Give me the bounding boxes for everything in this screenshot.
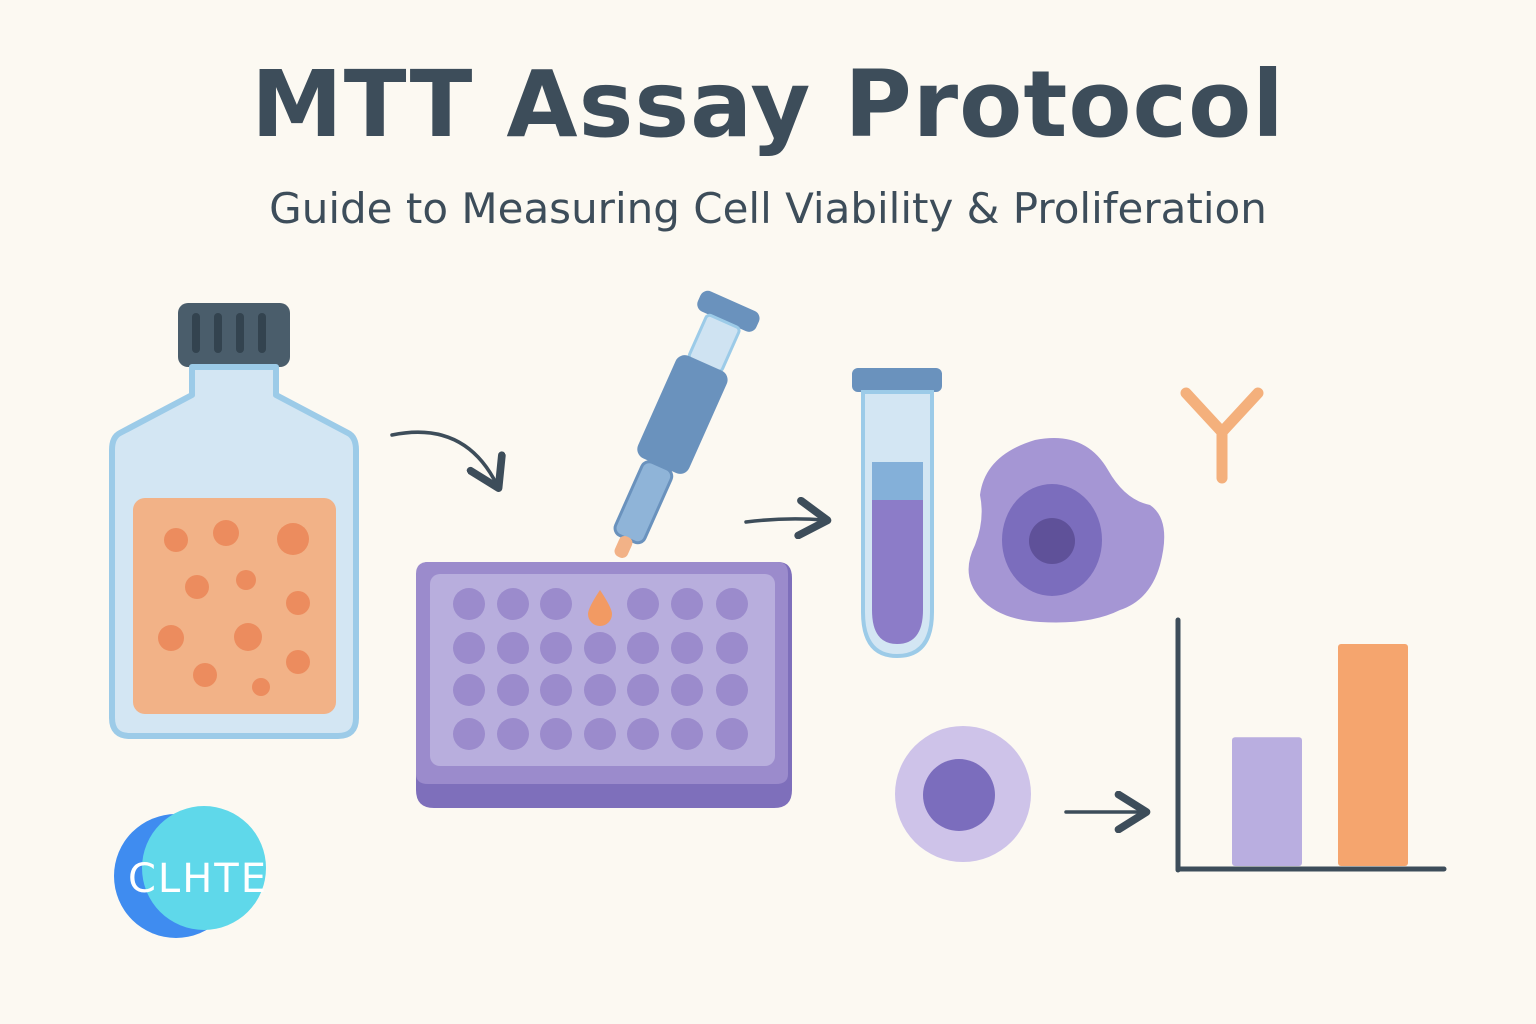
tube-formazan bbox=[872, 500, 923, 644]
logo: CLHTE bbox=[114, 806, 268, 938]
pipette-icon bbox=[613, 290, 760, 558]
nucleus bbox=[1029, 518, 1075, 564]
tube-cap bbox=[852, 368, 942, 392]
tube-supernatant bbox=[872, 462, 923, 502]
test-tube-icon bbox=[852, 368, 942, 659]
antibody-icon bbox=[1180, 387, 1264, 484]
page-subtitle: Guide to Measuring Cell Viability & Prol… bbox=[269, 184, 1267, 233]
well-plate-icon bbox=[416, 562, 792, 808]
nucleus bbox=[923, 759, 995, 831]
arrow-icon bbox=[390, 430, 497, 485]
cell-icon bbox=[895, 726, 1031, 862]
flask-cells bbox=[158, 520, 310, 696]
cell-icon bbox=[968, 438, 1165, 623]
plate-wells bbox=[453, 588, 748, 750]
chart-bar-1 bbox=[1232, 737, 1302, 866]
chart-bar-2 bbox=[1338, 644, 1408, 866]
bars bbox=[1232, 644, 1408, 866]
page-title: MTT Assay Protocol bbox=[251, 51, 1285, 158]
culture-flask-icon bbox=[109, 303, 359, 739]
logo-text: CLHTE bbox=[128, 856, 268, 902]
chart-icon bbox=[1175, 617, 1447, 873]
plate-top bbox=[430, 574, 775, 766]
arrow-icon bbox=[744, 519, 824, 522]
droplet-icon bbox=[588, 590, 612, 626]
